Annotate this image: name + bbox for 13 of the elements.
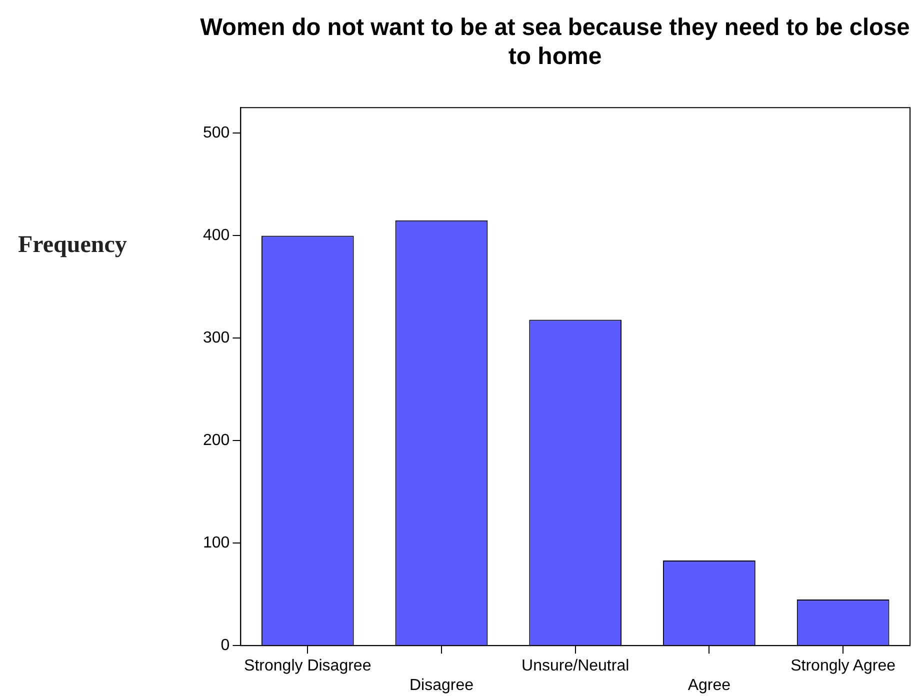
y-tick-label: 500 bbox=[202, 124, 230, 142]
y-tick-label: 100 bbox=[202, 534, 230, 552]
y-axis-title: Frequency bbox=[18, 232, 127, 259]
y-tick-label: 400 bbox=[202, 227, 230, 244]
x-tick-label: Disagree bbox=[409, 676, 474, 694]
x-tick-label: Agree bbox=[688, 676, 731, 694]
x-tick-label: Unsure/Neutral bbox=[522, 658, 630, 675]
y-tick-label: 300 bbox=[202, 330, 230, 347]
x-tick-label: Strongly Agree bbox=[790, 658, 896, 675]
chart-title: Women do not want to be at sea because they need to be close to home bbox=[200, 14, 910, 70]
y-tick-label: 0 bbox=[220, 637, 230, 654]
x-tick-label: Strongly Disagree bbox=[244, 658, 372, 675]
y-tick-label: 200 bbox=[202, 432, 230, 450]
